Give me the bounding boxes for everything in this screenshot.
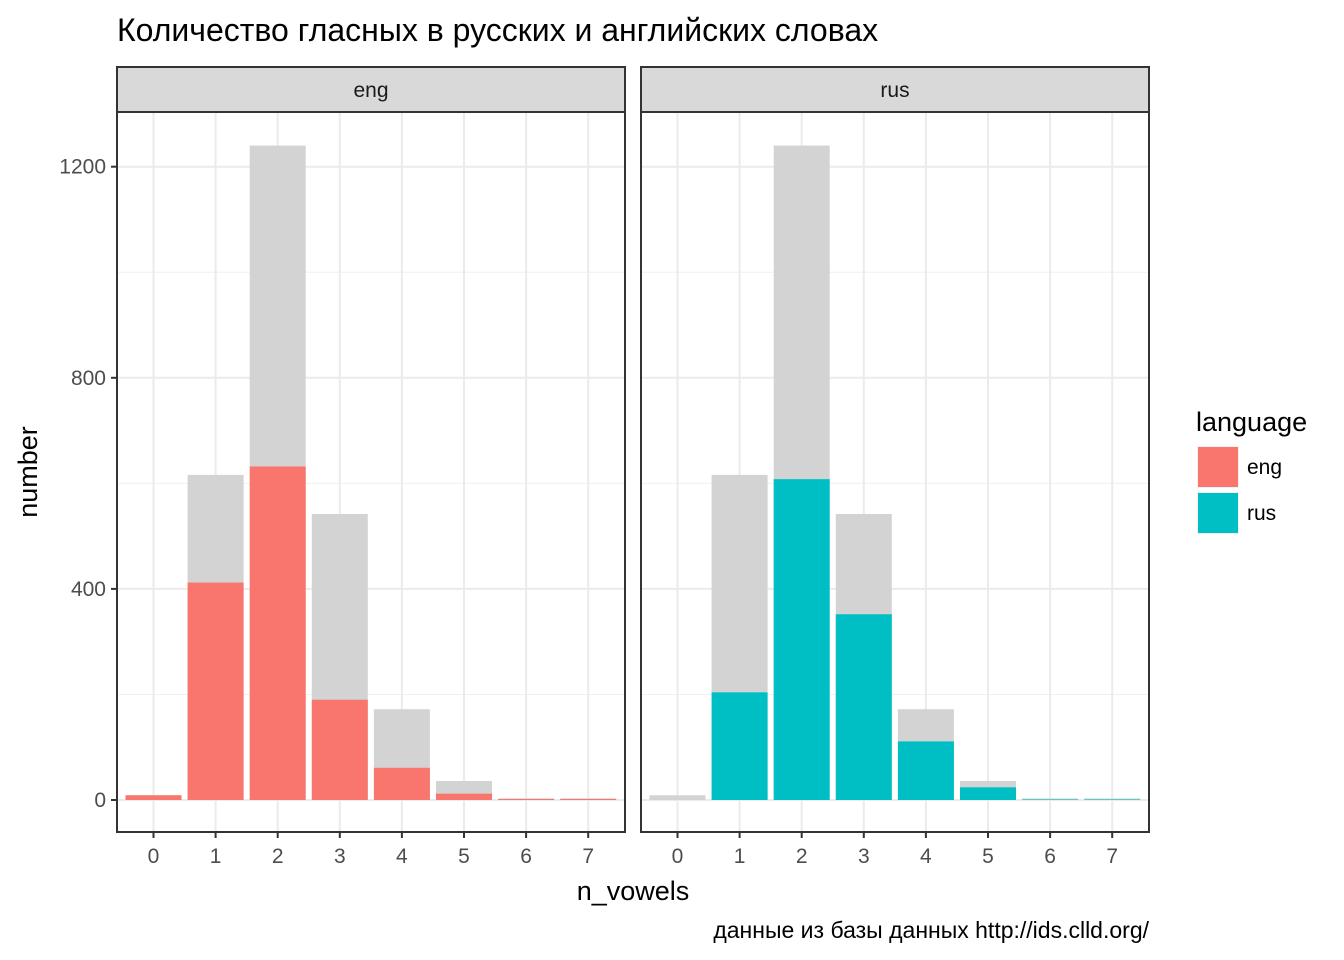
background-bar xyxy=(1084,798,1141,800)
bar-rus xyxy=(773,479,830,800)
x-axis-label: n_vowels xyxy=(577,876,690,906)
y-tick-label: 800 xyxy=(71,367,106,390)
x-tick-label: 7 xyxy=(582,845,594,868)
bar-eng xyxy=(125,795,182,800)
x-tick-label: 1 xyxy=(734,845,746,868)
x-tick-label: 0 xyxy=(672,845,684,868)
x-tick-label: 6 xyxy=(520,845,532,868)
y-axis: 0 400 800 1200 xyxy=(59,156,117,812)
legend-title: language xyxy=(1196,407,1307,437)
x-tick-label: 3 xyxy=(334,845,346,868)
x-tick-label: 5 xyxy=(982,845,994,868)
legend-key-rus xyxy=(1198,493,1238,533)
bar-eng xyxy=(187,582,244,800)
strip-label: eng xyxy=(353,79,388,102)
x-tick-label: 1 xyxy=(210,845,222,868)
panels: eng 0 1 2 3 4 5 6 7 rus 0 1 2 3 4 5 6 7 0 400 800 1200 xyxy=(59,66,1150,868)
panel-eng: eng 0 1 2 3 4 5 6 7 xyxy=(116,66,626,868)
bar-eng xyxy=(436,793,492,800)
legend-label-eng: eng xyxy=(1247,456,1282,479)
bar-rus xyxy=(897,741,954,800)
bar-eng xyxy=(498,798,555,800)
chart-title: Количество гласных в русских и английски… xyxy=(117,12,878,48)
x-tick-label: 2 xyxy=(272,845,284,868)
x-tick-label: 7 xyxy=(1106,845,1118,868)
background-bar xyxy=(649,795,706,800)
bar-eng xyxy=(560,798,617,800)
x-tick-label: 0 xyxy=(148,845,160,868)
bar-eng xyxy=(249,466,306,800)
bar-eng xyxy=(311,699,368,800)
y-tick-label: 0 xyxy=(94,789,106,812)
bar-rus xyxy=(960,787,1016,800)
bar-rus xyxy=(1084,799,1141,800)
x-tick-label: 4 xyxy=(920,845,932,868)
bar-rus xyxy=(711,692,768,800)
x-tick-label: 6 xyxy=(1044,845,1056,868)
x-tick-label: 5 xyxy=(458,845,470,868)
x-tick-label: 4 xyxy=(396,845,408,868)
x-tick-label: 3 xyxy=(858,845,870,868)
x-tick-label: 2 xyxy=(796,845,808,868)
background-bar xyxy=(1022,798,1079,800)
bar-rus xyxy=(1022,799,1079,800)
y-tick-label: 1200 xyxy=(59,156,106,179)
y-tick-label: 400 xyxy=(71,578,106,601)
legend: language eng rus xyxy=(1196,407,1307,534)
strip-background xyxy=(116,66,626,113)
strip-label: rus xyxy=(880,79,909,102)
bar-eng xyxy=(373,767,430,800)
legend-key-eng xyxy=(1198,447,1238,487)
legend-label-rus: rus xyxy=(1247,502,1276,525)
bar-rus xyxy=(835,614,892,800)
caption: данные из базы данных http://ids.clld.or… xyxy=(713,917,1149,943)
y-axis-label: number xyxy=(13,426,43,518)
strip-background xyxy=(640,66,1150,113)
panel-rus: rus 0 1 2 3 4 5 6 7 xyxy=(640,66,1150,868)
